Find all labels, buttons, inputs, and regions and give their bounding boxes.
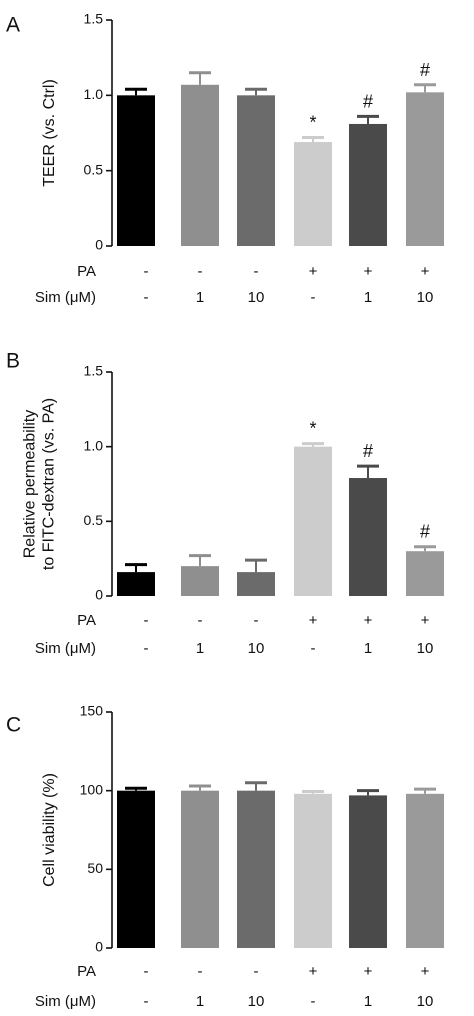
panel-letter: A (6, 14, 20, 37)
panel-b: B 0 0.5 1.0 1.5 Relative permeability to FITC-… (6, 350, 444, 657)
bar (294, 793, 332, 948)
significance-mark: * (309, 419, 316, 439)
bar (181, 84, 219, 246)
condition-row-label: Sim (μM) (35, 640, 96, 657)
bar (181, 790, 219, 948)
y-tick-label: 1.5 (84, 363, 104, 379)
condition-value: - (144, 993, 149, 1010)
bar (349, 478, 387, 596)
bar (349, 123, 387, 246)
condition-value: 1 (196, 640, 204, 657)
condition-value: - (144, 612, 149, 629)
condition-value: - (311, 640, 316, 657)
condition-value: 1 (196, 289, 204, 306)
condition-value: 10 (417, 993, 434, 1010)
bar (406, 92, 444, 246)
condition-value: + (309, 263, 318, 280)
y-tick-label: 1.5 (84, 11, 104, 27)
condition-value: - (144, 640, 149, 657)
bar (237, 572, 275, 596)
condition-value: - (311, 289, 316, 306)
condition-row-label: Sim (μM) (35, 993, 96, 1010)
condition-value: 1 (364, 993, 372, 1010)
panel-c: C 0 50 100 150 Cell viability (%) PA - - - + + + Sim … (6, 703, 444, 1010)
condition-row-label: Sim (μM) (35, 289, 96, 306)
condition-value: 1 (364, 289, 372, 306)
condition-value: + (364, 963, 373, 980)
panel-letter: B (6, 350, 20, 373)
y-tick-label: 100 (80, 781, 104, 797)
condition-value: + (364, 612, 373, 629)
bar (117, 572, 155, 596)
significance-mark: # (363, 441, 373, 461)
condition-row-label: PA (77, 612, 96, 629)
condition-value: + (309, 612, 318, 629)
significance-mark: # (420, 60, 430, 80)
y-tick-label: 50 (87, 860, 103, 876)
condition-value: 1 (196, 993, 204, 1010)
condition-value: 10 (417, 289, 434, 306)
y-tick-label: 0 (95, 939, 103, 955)
bar (181, 566, 219, 596)
condition-value: - (198, 263, 203, 280)
bar (406, 551, 444, 596)
y-tick-label: 0.5 (84, 512, 104, 528)
condition-value: + (421, 612, 430, 629)
condition-value: 10 (248, 289, 265, 306)
bar (294, 142, 332, 246)
significance-mark: * (309, 113, 316, 133)
condition-value: - (198, 963, 203, 980)
y-tick-label: 0 (95, 237, 103, 253)
y-axis-label: TEER (vs. Ctrl) (41, 79, 58, 187)
y-tick-label: 1.0 (84, 86, 104, 102)
bar (406, 793, 444, 948)
condition-value: - (254, 963, 259, 980)
panel-a: A 0 0.5 1.0 1.5 TEER (vs. Ctrl) * # # PA - - - + + + Sim… (6, 11, 444, 306)
condition-value: 10 (248, 640, 265, 657)
y-tick-label: 1.0 (84, 437, 104, 453)
condition-value: - (254, 263, 259, 280)
y-axis-label: Relative permeability to FITC-dextran (vs… (21, 398, 57, 570)
y-axis-label: Cell viability (%) (41, 773, 58, 887)
condition-row-label: PA (77, 963, 96, 980)
condition-value: + (364, 263, 373, 280)
condition-value: - (144, 963, 149, 980)
condition-value: - (198, 612, 203, 629)
condition-value: - (144, 263, 149, 280)
bar (294, 446, 332, 596)
condition-value: - (311, 993, 316, 1010)
condition-value: 10 (248, 993, 265, 1010)
bar (349, 795, 387, 948)
y-axis-label-line: Relative permeability (21, 410, 38, 559)
panel-letter: C (6, 714, 21, 737)
significance-mark: # (420, 522, 430, 542)
bar (117, 790, 155, 948)
y-tick-label: 0 (95, 587, 103, 603)
y-tick-label: 150 (80, 703, 104, 719)
condition-value: + (421, 963, 430, 980)
condition-row-label: PA (77, 263, 96, 280)
condition-value: - (254, 612, 259, 629)
y-tick-label: 0.5 (84, 161, 104, 177)
condition-value: - (144, 289, 149, 306)
bar (237, 95, 275, 246)
condition-value: 1 (364, 640, 372, 657)
y-axis-label-line: to FITC-dextran (vs. PA) (41, 398, 58, 570)
condition-value: + (309, 963, 318, 980)
condition-value: + (421, 263, 430, 280)
significance-mark: # (363, 91, 373, 111)
condition-value: 10 (417, 640, 434, 657)
bar (237, 790, 275, 948)
bar (117, 95, 155, 246)
